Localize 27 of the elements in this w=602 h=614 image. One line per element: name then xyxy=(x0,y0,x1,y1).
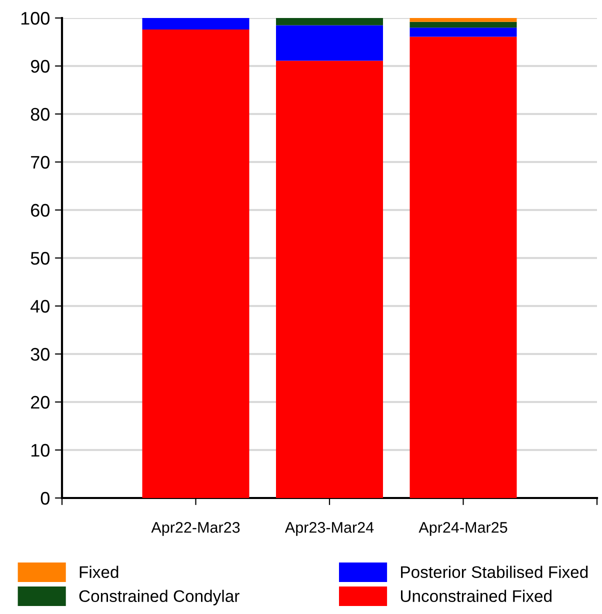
y-tick-label: 30 xyxy=(30,348,50,361)
bar xyxy=(410,36,517,498)
x-tick-label: Apr22-Mar23 xyxy=(151,522,240,536)
y-tick-label: 80 xyxy=(30,108,50,121)
legend-label: Posterior Stabilised Fixed xyxy=(401,566,588,578)
bar xyxy=(410,18,517,22)
legend-label: Fixed xyxy=(80,566,118,578)
x-tick-label: Apr24-Mar25 xyxy=(418,522,508,536)
y-tick-label: 50 xyxy=(30,252,50,265)
y-tick-label: 70 xyxy=(31,156,50,169)
bar xyxy=(142,30,250,498)
bar xyxy=(276,60,383,498)
y-tick-label: 10 xyxy=(31,444,50,457)
bar xyxy=(276,18,383,26)
x-tick-label: Apr23-Mar24 xyxy=(284,522,374,536)
y-tick-label: 20 xyxy=(31,396,50,409)
legend-label: Constrained Condylar xyxy=(79,590,240,606)
bar xyxy=(410,28,517,37)
legend-label: Unconstrained Fixed xyxy=(400,590,552,602)
bar xyxy=(142,18,250,30)
y-tick-label: 40 xyxy=(30,300,50,313)
y-tick-label: 100 xyxy=(21,12,50,25)
y-tick-label: 90 xyxy=(30,60,50,73)
y-tick-label: 0 xyxy=(40,492,50,505)
bar xyxy=(410,22,517,28)
bar xyxy=(276,25,383,61)
y-tick-label: 60 xyxy=(31,204,50,217)
